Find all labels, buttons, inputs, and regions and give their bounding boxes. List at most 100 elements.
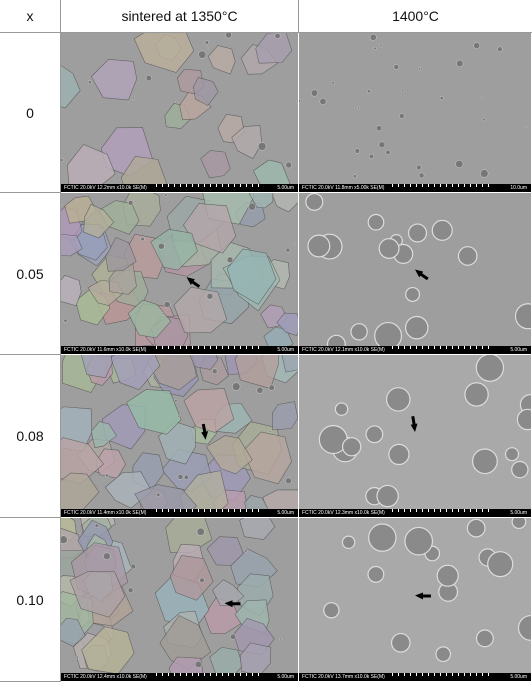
particle <box>482 118 485 121</box>
particle <box>480 170 488 178</box>
ticks <box>392 184 494 187</box>
particle <box>311 90 318 96</box>
particle <box>353 175 356 178</box>
particle <box>269 385 275 391</box>
particle <box>200 578 205 583</box>
ticks <box>156 673 260 676</box>
particle <box>380 44 383 47</box>
row-label: 0 <box>0 33 61 193</box>
grain-boundary <box>61 63 80 108</box>
figure: x sintered at 1350°C 1400°C 0FCTIC 20.0k… <box>0 0 532 682</box>
particle <box>207 47 209 49</box>
particle <box>141 237 145 241</box>
particle <box>480 97 482 99</box>
ticks <box>392 673 494 676</box>
particle <box>476 630 493 647</box>
grain-boundary <box>240 518 275 540</box>
micrograph-texture <box>61 193 298 346</box>
particle <box>405 527 433 554</box>
scale-bar: FCTIC 20.0kV 12.2mm x10.0k SE(M)5.00um <box>61 184 298 192</box>
particle <box>174 399 177 402</box>
particle <box>370 34 376 40</box>
sem-image: FCTIC 20.0kV 13.7mm x10.0k SE(M)5.00um <box>299 518 532 682</box>
particle <box>376 125 382 131</box>
scale-label: 5.00um <box>510 346 527 354</box>
particle <box>389 444 409 464</box>
particle <box>473 449 498 474</box>
particle <box>175 101 177 103</box>
particle <box>465 383 488 406</box>
particle <box>342 536 354 548</box>
particle <box>355 149 360 154</box>
particle <box>197 528 204 535</box>
particle <box>456 160 463 167</box>
particle <box>379 239 399 259</box>
particle <box>158 243 164 249</box>
grain-boundary <box>210 647 243 673</box>
particle <box>343 438 361 456</box>
particle <box>357 107 359 109</box>
grain-boundary <box>134 33 194 73</box>
particle <box>392 634 410 652</box>
particle <box>95 524 99 528</box>
grain-boundary <box>91 59 137 100</box>
micrograph-texture <box>61 33 298 184</box>
particle <box>488 552 513 577</box>
particle <box>198 51 206 59</box>
grain-boundary <box>269 193 298 212</box>
particle <box>519 616 531 641</box>
particle <box>375 323 402 346</box>
particle <box>232 383 240 391</box>
micrograph-texture <box>299 355 531 509</box>
particle <box>64 319 68 323</box>
particle <box>195 661 202 667</box>
ticks <box>156 509 260 512</box>
particle <box>227 257 233 263</box>
sem-image: FCTIC 20.0kV 12.2mm x10.0k SE(M)5.00um <box>61 33 299 193</box>
grain-boundary <box>201 150 231 178</box>
micrograph-texture <box>61 518 298 673</box>
micrograph-texture <box>299 193 531 346</box>
scale-bar: FCTIC 20.0kV 11.4mm x10.0k SE(M)5.00um <box>61 509 298 517</box>
header-cell: sintered at 1350°C <box>61 0 299 33</box>
image-info: FCTIC 20.0kV 11.6mm x10.0k SE(M) <box>64 346 146 354</box>
particle <box>61 159 63 162</box>
scale-bar: FCTIC 20.0kV 13.7mm x10.0k SE(M)5.00um <box>299 673 531 681</box>
particle <box>230 634 236 640</box>
particle <box>320 98 326 104</box>
particle <box>286 478 292 484</box>
scale-bar: FCTIC 20.0kV 11.6mm x10.0k SE(M)5.00um <box>61 346 298 354</box>
particle <box>258 142 266 150</box>
row-label: 0.05 <box>0 193 61 355</box>
particle <box>467 519 485 537</box>
grain-boundary <box>263 490 298 509</box>
scale-bar: FCTIC 20.0kV 11.8mm x5.00k SE(M)10.0um <box>299 184 531 192</box>
particle <box>369 524 396 551</box>
ticks <box>156 346 260 349</box>
grain-boundary <box>61 473 99 509</box>
particle <box>269 430 271 432</box>
image-info: FCTIC 20.0kV 12.1mm x10.0k SE(M) <box>302 346 385 354</box>
particle <box>164 301 170 307</box>
particle <box>436 647 451 662</box>
scale-bar: FCTIC 20.0kV 12.4mm x10.0k SE(M)5.00um <box>61 673 298 681</box>
particle <box>146 75 152 81</box>
particle <box>367 90 370 93</box>
arrow <box>409 416 419 433</box>
particle <box>205 41 209 45</box>
arrow <box>413 267 430 282</box>
particle <box>458 247 477 266</box>
particle <box>335 403 347 415</box>
particle <box>440 96 444 100</box>
particle <box>517 409 531 429</box>
scale-label: 5.00um <box>277 184 294 192</box>
scale-bar: FCTIC 20.0kV 12.3mm x10.0k SE(M)5.00um <box>299 509 531 517</box>
grain-boundary <box>235 355 279 389</box>
scale-label: 5.00um <box>277 509 294 517</box>
particle <box>257 387 263 393</box>
grain-boundary <box>208 45 235 74</box>
arrow <box>415 593 431 600</box>
particle <box>327 335 345 346</box>
particle <box>128 588 133 593</box>
particle <box>207 293 213 299</box>
